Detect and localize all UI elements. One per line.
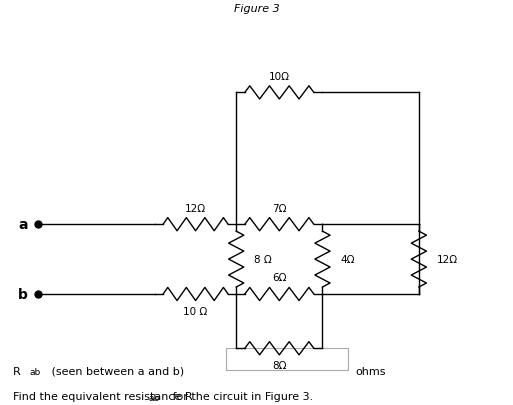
Text: 6Ω: 6Ω	[272, 273, 287, 283]
FancyBboxPatch shape	[226, 348, 348, 370]
Text: 8 Ω: 8 Ω	[254, 254, 272, 264]
Text: 12Ω: 12Ω	[437, 254, 458, 264]
Text: ab: ab	[29, 367, 41, 376]
Text: 10Ω: 10Ω	[269, 72, 290, 81]
Text: 7Ω: 7Ω	[272, 203, 287, 213]
Text: Figure 3: Figure 3	[233, 4, 280, 14]
Text: Find the equivalent resistance R: Find the equivalent resistance R	[13, 391, 192, 401]
Text: 12Ω: 12Ω	[185, 203, 206, 213]
Text: 4Ω: 4Ω	[340, 254, 354, 264]
Text: ab: ab	[149, 393, 160, 402]
Text: R: R	[13, 366, 21, 376]
Text: 10 Ω: 10 Ω	[184, 306, 208, 316]
Text: for the circuit in Figure 3.: for the circuit in Figure 3.	[169, 391, 313, 401]
Text: a: a	[18, 217, 28, 232]
Text: b: b	[18, 287, 28, 301]
Text: 8Ω: 8Ω	[272, 360, 287, 370]
Text: ohms: ohms	[356, 366, 386, 376]
Text: (seen between a and b): (seen between a and b)	[48, 366, 185, 376]
